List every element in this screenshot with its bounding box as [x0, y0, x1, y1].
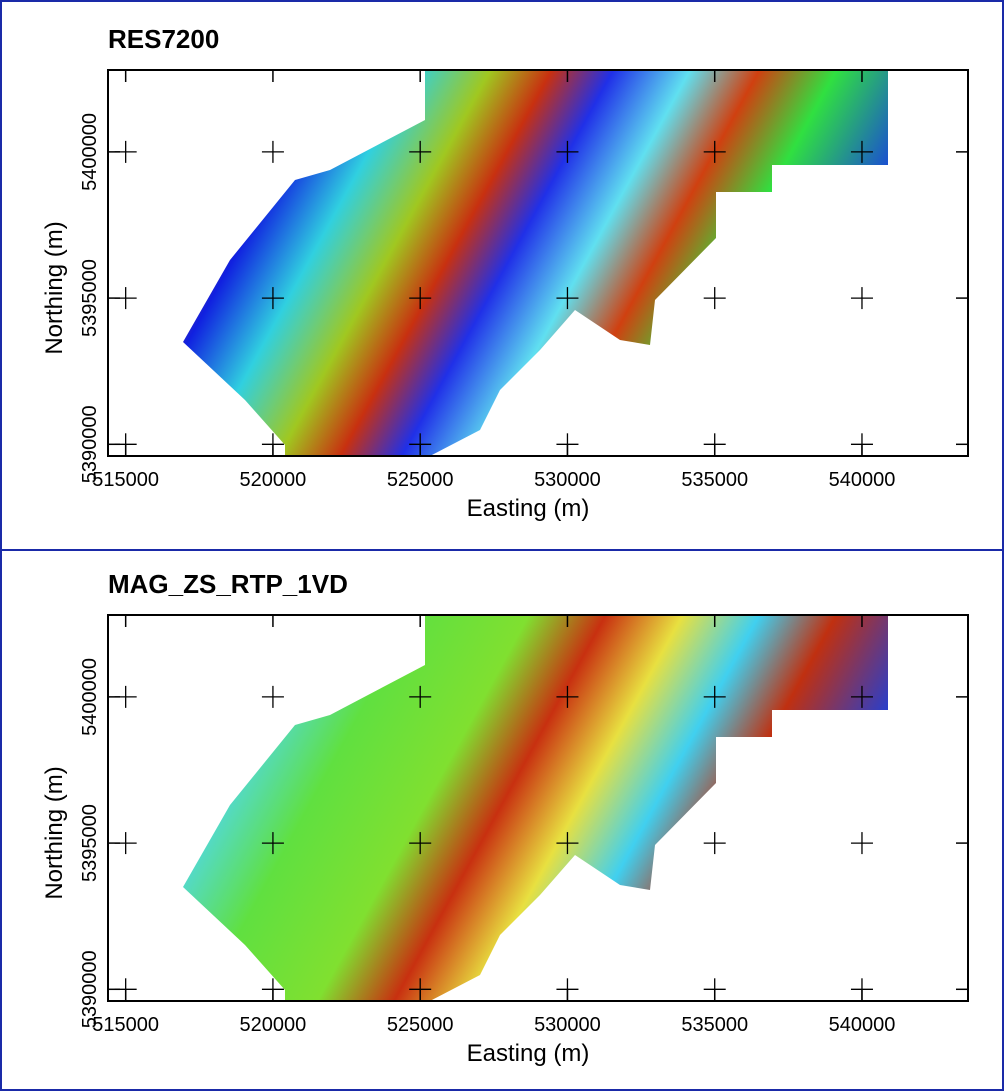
y-tick-label: 5400000: [79, 113, 101, 191]
x-tick-label: 535000: [681, 1014, 748, 1036]
figure: RES7200 515000 520000 525000 530000 535000 540…: [0, 0, 1004, 1091]
coverage-2: [183, 615, 888, 1001]
y-tick-label: 5400000: [79, 658, 101, 736]
x-axis-label: Easting (m): [467, 1040, 590, 1067]
y-tick-label: 5395000: [79, 259, 101, 337]
y-tick-label: 5390000: [79, 405, 101, 483]
x-tick-label: 520000: [240, 1014, 307, 1036]
x-tick-label: 515000: [92, 1014, 159, 1036]
x-tick-label: 515000: [92, 469, 159, 491]
chart-title: RES7200: [108, 24, 219, 54]
x-tick-label: 525000: [387, 1014, 454, 1036]
y-tick-label: 5390000: [79, 950, 101, 1028]
x-tick-label: 540000: [829, 1014, 896, 1036]
x-tick-label: 530000: [534, 469, 601, 491]
y-tick-label: 5395000: [79, 804, 101, 882]
chart-title: MAG_ZS_RTP_1VD: [108, 569, 348, 599]
y-axis-label: Northing (m): [41, 766, 68, 899]
x-tick-label: 525000: [387, 469, 454, 491]
x-axis-label: Easting (m): [467, 495, 590, 522]
y-axis-label: Northing (m): [41, 221, 68, 354]
x-tick-label: 530000: [534, 1014, 601, 1036]
x-tick-label: 535000: [681, 469, 748, 491]
x-tick-label: 540000: [829, 469, 896, 491]
page: RES7200 515000 520000 525000 530000 535000 540…: [0, 0, 1004, 1091]
x-tick-label: 520000: [240, 469, 307, 491]
coverage-1: [183, 70, 888, 456]
